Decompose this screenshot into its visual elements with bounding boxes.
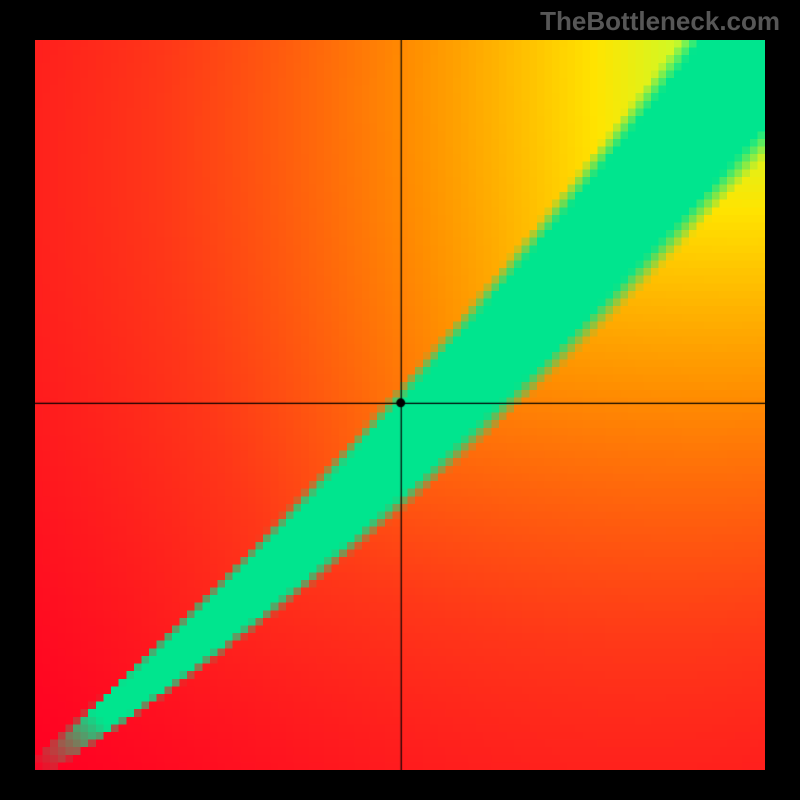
crosshair-overlay: [35, 40, 765, 770]
watermark-text: TheBottleneck.com: [540, 6, 780, 37]
